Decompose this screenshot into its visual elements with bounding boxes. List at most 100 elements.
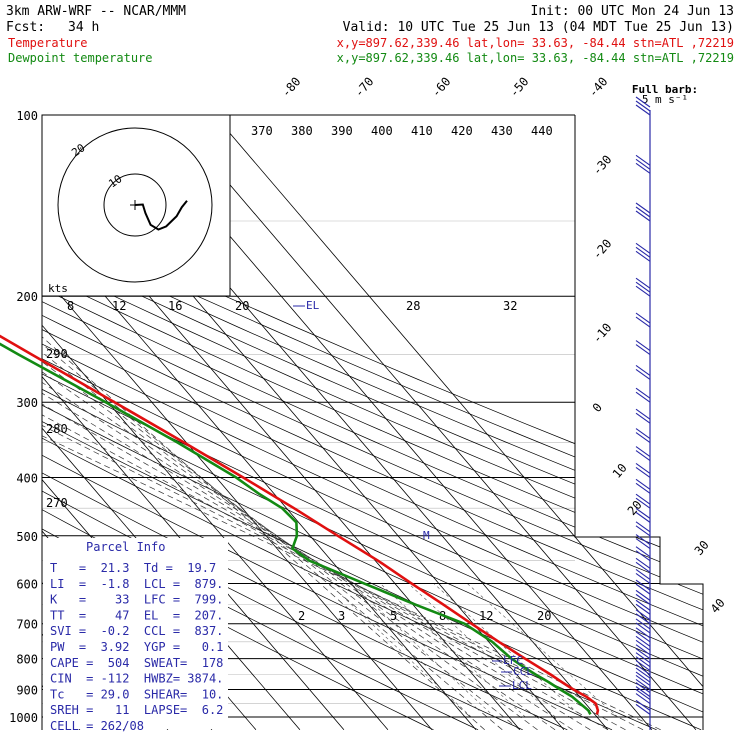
wind-barb [635,277,651,297]
dry-adiabat [42,115,703,730]
wind-barb [635,557,651,573]
isotherm-label: 30 [692,538,712,558]
moist-adiabat [42,295,485,730]
lfc-marker: LFC [503,654,523,667]
hodograph-ring-outer [57,127,213,283]
theta-e-label: 16 [168,299,182,313]
valid-time: Valid: 10 UTC Tue 25 Jun 13 (04 MDT Tue … [343,20,734,35]
theta-e-label: 32 [503,299,517,313]
hodograph-trace [134,200,188,231]
wind-barb [635,660,651,675]
wind-barbs [635,96,651,730]
dry-adiabat [42,115,703,730]
parcel-info-row: PW = 3.92 YGP = 0.1 [50,640,223,654]
parcel-info-row: K = 33 LFC = 799. [50,593,223,607]
moist-adiabat [42,295,556,730]
isotherm-label: -20 [590,236,615,262]
wind-barb [635,534,651,549]
model-title: 3km ARW-WRF -- NCAR/MMM [6,4,186,19]
barb-legend-title: Full barb: [632,83,698,96]
ccl-marker: CCL [513,665,533,678]
wind-barb [635,609,651,625]
wind-barb [635,699,651,711]
moist-adiabat [42,295,521,730]
isotherm-label: -60 [429,74,454,100]
wind-barb [635,154,651,174]
wind-barb [635,682,651,698]
parcel-info-row: TT = 47 EL = 207. [50,608,223,622]
theta-label: 420 [451,124,473,138]
isotherm-label: -70 [352,74,377,100]
theta-label: 390 [331,124,353,138]
mixing-ratio-line [466,583,618,718]
wind-barb [635,599,651,615]
pressure-label-900: 900 [16,683,38,697]
pressure-label-600: 600 [16,577,38,591]
pressure-label-300: 300 [16,396,38,410]
isotherm [190,115,703,730]
isotherm-label: 10 [610,461,630,481]
wind-barb [635,312,651,328]
isotherm-label: -30 [590,152,615,178]
wind-barb [635,635,651,651]
dewpoint-line [0,342,592,716]
hodograph-ring-label-20: 20 [69,141,87,159]
wind-barb [635,507,651,523]
dry-adiabat [42,115,703,730]
mixing-ratio-label: 2 [298,609,305,623]
isotherm [42,115,389,730]
temperature-location: x,y=897.62,339.46 lat,lon= 33.63, -84.44… [337,36,734,50]
isotherm [42,115,345,730]
mixing-ratio-line [350,583,495,718]
dewpoint-legend: Dewpoint temperature [8,51,153,65]
isotherm-label: 0 [590,400,605,415]
wind-barb [635,428,651,443]
wind-barb [635,644,651,660]
dry-adiabat [42,115,703,730]
parcel-info-row: CIN = -112 HWBZ= 3874. [50,672,223,686]
theta-label: 280 [46,422,68,436]
temperature-legend: Temperature [8,36,87,50]
moist-adiabat [42,295,644,730]
theta-label: 270 [46,496,68,510]
wind-barb [635,96,651,116]
isotherm-label: 20 [625,498,645,518]
temperature-line [0,334,600,715]
barb-legend-units: 5 m s⁻¹ [642,93,688,106]
theta-e-label: 8 [67,299,74,313]
theta-label: 410 [411,124,433,138]
mixing-ratio-label: 12 [479,609,493,623]
dry-adiabat [42,115,703,730]
theta-label: 290 [46,347,68,361]
wind-barb [635,589,651,605]
dewpoint-location: x,y=897.62,339.46 lat,lon= 33.63, -84.44… [337,51,734,65]
hodograph-units: kts [48,282,68,295]
series-layer [0,334,600,716]
wind-barb [635,689,651,705]
dry-adiabat [42,115,703,730]
theta-e-label: 28 [406,299,420,313]
isotherm-label: 40 [708,596,728,616]
hodograph-ring-label-10: 10 [106,172,124,190]
wind-barb [635,667,651,683]
dry-adiabat [42,115,568,730]
wind-barb [635,202,651,222]
parcel-info-row: SVI = -0.2 CCL = 837. [50,624,223,638]
isotherm-label: -40 [586,74,611,100]
moist-adiabat [42,295,503,730]
wind-barb [635,703,651,715]
wind-barb [635,462,651,478]
forecast-label: Fcst: [6,20,45,35]
moist-adiabat [42,295,591,730]
parcel-info-row: Tc = 29.0 SHEAR= 10. [50,687,223,701]
dry-adiabat [42,115,703,730]
dry-adiabat [42,115,703,730]
mixing-ratio-label: 20 [537,609,551,623]
parcel-info-row: CAPE = 504 SWEAT= 178 [50,656,223,670]
isotherm [146,115,697,730]
right-frame [574,115,704,730]
dry-adiabat [42,115,703,730]
wind-barb [635,579,651,595]
init-time: Init: 00 UTC Mon 24 Jun 13 [531,4,735,19]
